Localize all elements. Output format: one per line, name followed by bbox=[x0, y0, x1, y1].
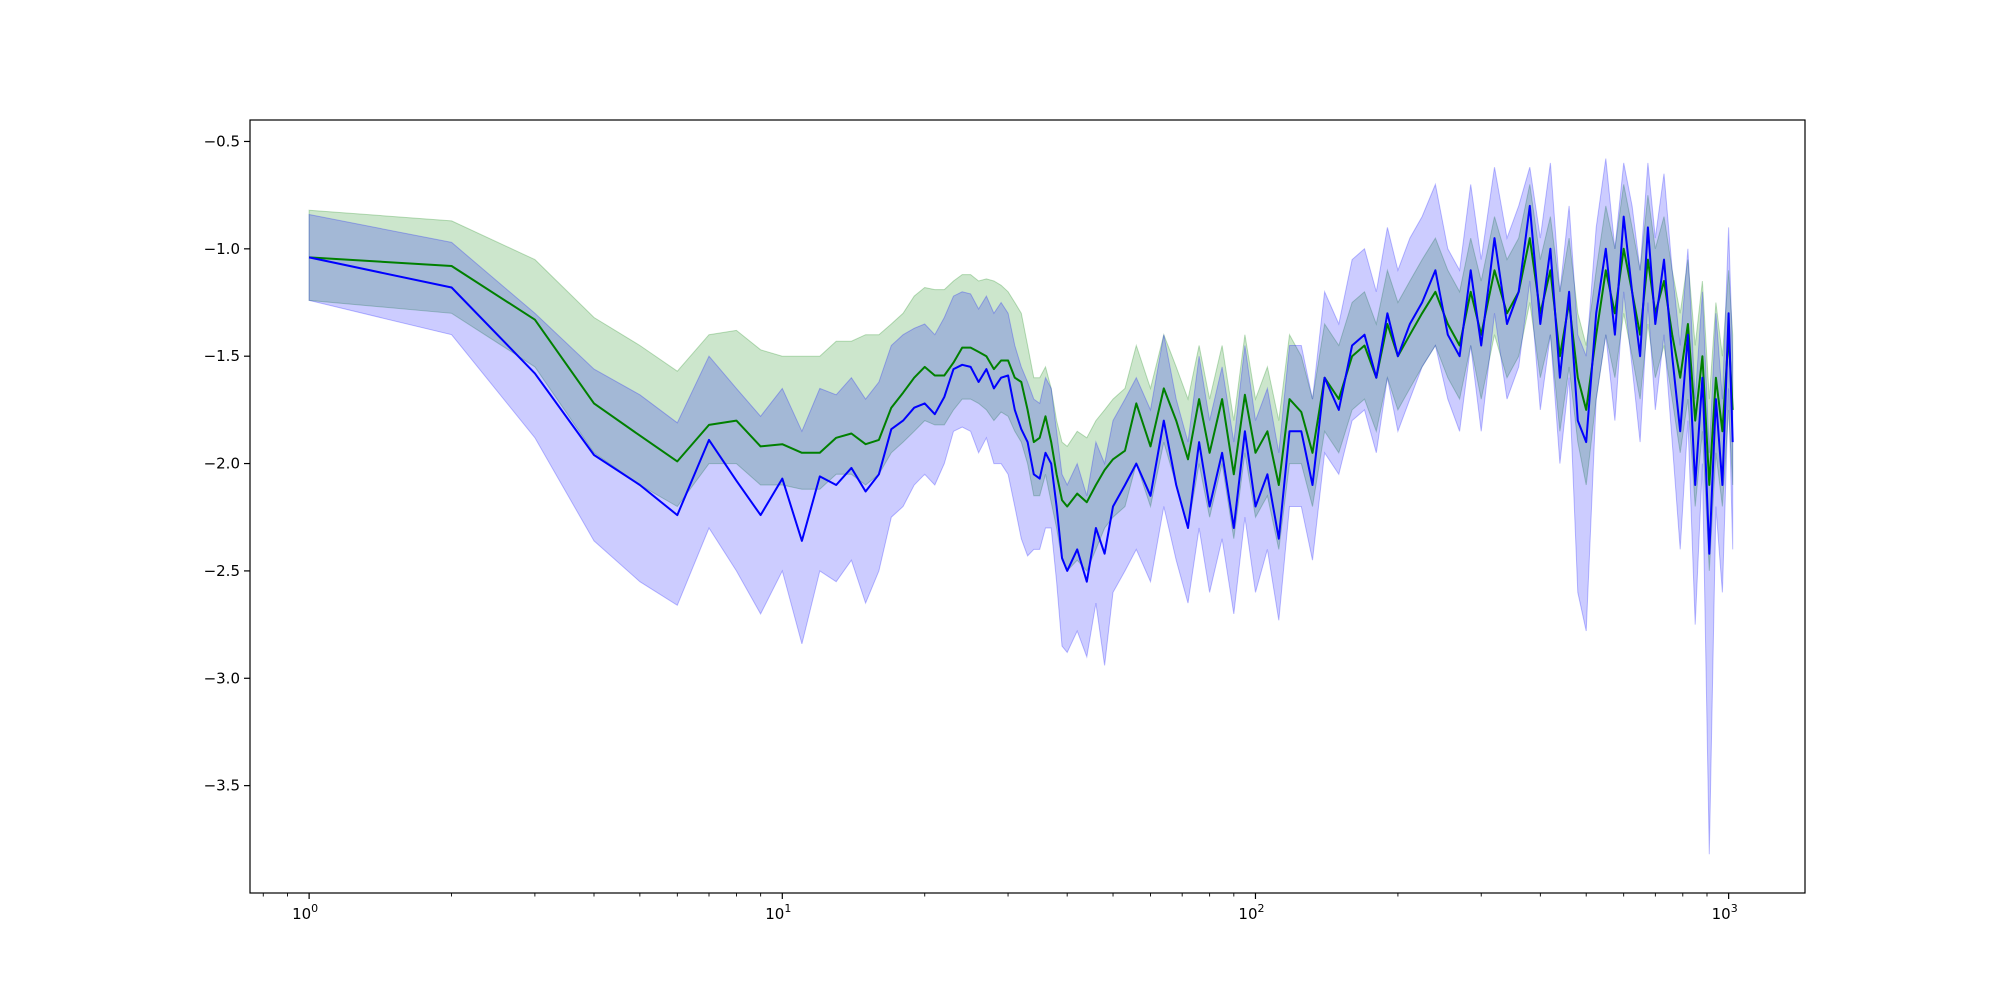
y-tick-label: −3.5 bbox=[204, 777, 240, 795]
y-tick-label: −1.5 bbox=[204, 347, 240, 365]
x-tick-label: 101 bbox=[765, 902, 791, 923]
band-series-1 bbox=[308, 158, 1734, 855]
y-tick-label: −0.5 bbox=[204, 132, 240, 150]
x-tick-label: 103 bbox=[1712, 902, 1738, 923]
line-series-1 bbox=[308, 204, 1734, 583]
line-series-0 bbox=[309, 237, 1734, 508]
y-tick-label: −2.0 bbox=[204, 455, 240, 473]
y-tick-label: −1.0 bbox=[204, 240, 240, 258]
band-series-0 bbox=[308, 184, 1734, 572]
y-tick-label: −3.0 bbox=[204, 669, 240, 687]
plot-frame bbox=[249, 119, 1806, 894]
series-lines bbox=[308, 204, 1734, 583]
x-tick-label: 102 bbox=[1238, 902, 1264, 923]
x-tick-label: 100 bbox=[292, 902, 318, 923]
confidence-bands bbox=[308, 158, 1734, 855]
axes: −0.5 −1.0 −1.5 −2.0 −2.5 −3.0 −3.5 100 101 102 103 bbox=[204, 132, 1738, 923]
y-tick-label: −2.5 bbox=[204, 562, 240, 580]
